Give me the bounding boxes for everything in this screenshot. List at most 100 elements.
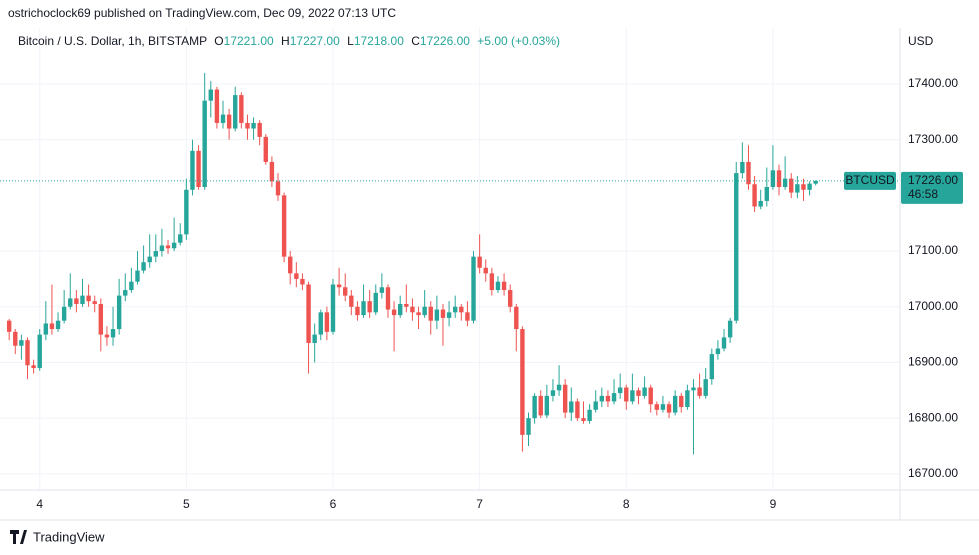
candle-body <box>477 256 482 268</box>
candle-body <box>349 295 354 307</box>
x-tick-label: 6 <box>330 497 337 511</box>
candle-body <box>74 298 79 304</box>
legend-value: 17218.00 <box>354 34 404 48</box>
candle-body <box>68 298 73 307</box>
candle-body <box>734 173 739 321</box>
candle-body <box>666 404 672 413</box>
price-label: 17226.00 <box>908 173 958 187</box>
candle-body <box>581 418 586 421</box>
legend-label: H <box>281 34 290 48</box>
candle-body <box>538 395 543 416</box>
candle-body <box>514 306 519 330</box>
candle-body <box>6 320 12 332</box>
candle-body <box>575 401 580 419</box>
candle-body <box>446 312 452 318</box>
candle-body <box>556 384 562 391</box>
candle-body <box>190 150 195 190</box>
candle-body <box>269 161 275 182</box>
candle-body <box>184 189 189 235</box>
price-tag <box>901 171 963 204</box>
candle-body <box>679 395 684 408</box>
candle-body <box>526 418 531 435</box>
candle-body <box>636 390 641 396</box>
candle-body <box>703 379 708 396</box>
candle-body <box>416 312 421 316</box>
candle-body <box>324 312 330 332</box>
candle-body <box>501 281 507 291</box>
candle-body <box>660 404 666 410</box>
candle-body <box>306 284 311 343</box>
candle-body <box>630 390 635 402</box>
candle-body <box>532 395 537 419</box>
candle-body <box>49 323 55 330</box>
candle-body <box>312 334 317 343</box>
candle-body <box>495 281 501 291</box>
candle-body <box>226 114 232 129</box>
legend-value: 17221.00 <box>224 34 274 48</box>
grid <box>0 28 900 490</box>
y-tick-label: 16700.00 <box>908 466 958 480</box>
candle-body <box>37 334 42 369</box>
candle-body <box>642 387 647 396</box>
candle-body <box>257 122 262 137</box>
currency: USD <box>908 34 934 48</box>
candle-body <box>19 340 24 346</box>
candle-body <box>110 329 116 338</box>
candle-body <box>776 170 782 188</box>
candle-body <box>465 312 470 321</box>
candle-body <box>116 295 122 330</box>
candle-body <box>275 181 281 196</box>
candle-body <box>648 387 653 405</box>
candle-body <box>404 303 409 307</box>
symbol: Bitcoin / U.S. Dollar, 1h, BITSTAMP <box>18 34 207 48</box>
candle-body <box>507 290 513 307</box>
candle-body <box>672 395 678 413</box>
legend-value: 17227.00 <box>290 34 340 48</box>
candle-body <box>562 384 568 413</box>
candle-body <box>80 295 85 304</box>
candle-body <box>104 334 110 338</box>
y-tick-label: 17300.00 <box>908 132 958 146</box>
candle-body <box>746 161 751 185</box>
candle-body <box>208 89 213 101</box>
candle-body <box>569 401 574 413</box>
candle-body <box>715 348 721 355</box>
candle-body <box>355 306 360 316</box>
candle-body <box>813 180 818 184</box>
candle-body <box>31 365 36 369</box>
ticker-label: BTCUSD <box>845 173 895 187</box>
countdown: 46:58 <box>908 187 938 201</box>
legend-label: L <box>347 34 354 48</box>
candle-body <box>25 340 30 366</box>
candle-body <box>758 200 763 207</box>
candle-body <box>691 387 696 391</box>
candle-body <box>92 301 97 304</box>
candles <box>6 72 818 455</box>
candle-body <box>98 303 104 335</box>
candle-body <box>153 251 159 257</box>
candle-body <box>245 122 250 129</box>
candle-body <box>196 150 201 188</box>
candle-body <box>61 306 67 321</box>
candle-body <box>740 161 745 174</box>
candle-body <box>251 122 256 129</box>
candle-body <box>220 114 226 123</box>
x-tick-label: 8 <box>623 497 630 511</box>
candle-body <box>807 183 812 190</box>
y-tick-label: 17400.00 <box>908 76 958 90</box>
candle-body <box>165 245 171 249</box>
byline: ostrichoclock69 published on TradingView… <box>8 6 396 20</box>
candle-body <box>288 256 293 274</box>
candle-body <box>727 320 733 338</box>
candle-body <box>343 287 348 296</box>
candle-body <box>214 89 220 123</box>
candle-body <box>685 390 690 408</box>
candle-body <box>452 306 458 313</box>
y-tick-label: 16900.00 <box>908 355 958 369</box>
candle-body <box>361 301 366 316</box>
candle-body <box>141 262 146 271</box>
candle-body <box>605 395 611 402</box>
candle-body <box>159 245 165 252</box>
